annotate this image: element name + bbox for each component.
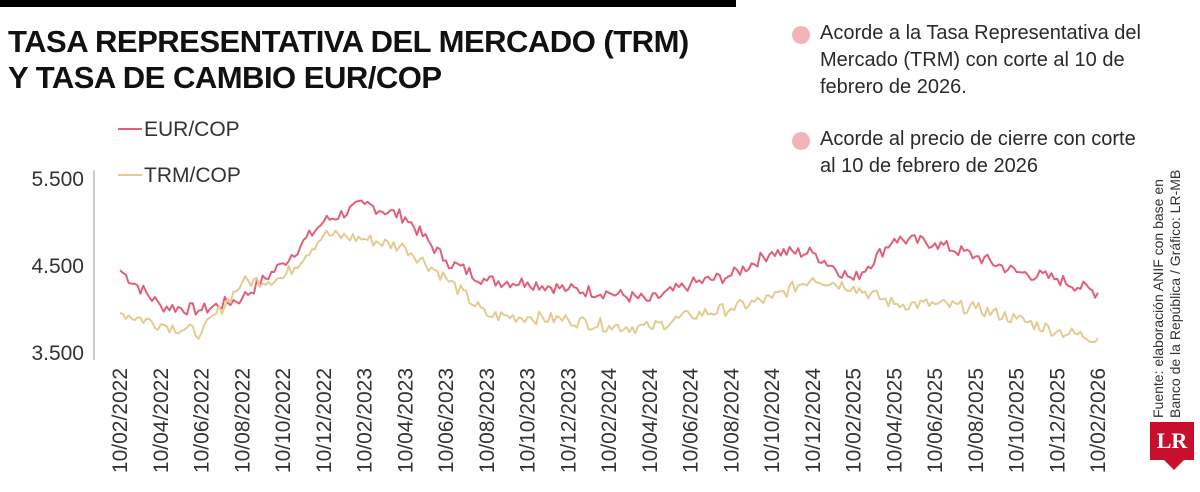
chart-legend: EUR/COP TRM/COP	[118, 118, 241, 187]
note-1-text: Acorde a la Tasa Representativa del Merc…	[820, 22, 1141, 98]
x-tick-label: 10/02/2025	[843, 368, 866, 473]
note-2-text: Acorde al precio de cierre con corte al …	[820, 128, 1136, 177]
chart-title-line-2: Y TASA DE CAMBIO EUR/COP	[8, 60, 442, 95]
x-tick-label: 10/10/2025	[1006, 368, 1029, 473]
series-line-eur-cop	[119, 199, 1099, 316]
chart-title-line-1: TASA REPRESENTATIVA DEL MERCADO (TRM)	[8, 24, 689, 59]
x-tick-label: 10/06/2022	[191, 368, 214, 473]
chart-title: TASA REPRESENTATIVA DEL MERCADO (TRM) Y …	[8, 24, 768, 96]
x-tick-label: 10/08/2025	[965, 368, 988, 473]
note-bullet-icon	[792, 26, 810, 44]
note-1: Acorde a la Tasa Representativa del Merc…	[792, 20, 1152, 101]
x-tick-label: 10/10/2023	[517, 368, 540, 473]
x-tick-label: 10/12/2022	[313, 368, 336, 473]
note-2: Acorde al precio de cierre con corte al …	[792, 126, 1152, 180]
y-tick-label: 3.500	[31, 342, 84, 365]
lr-logo-tail	[1164, 460, 1184, 470]
x-tick-label: 10/10/2022	[272, 368, 295, 473]
top-bar	[0, 0, 736, 7]
x-tick-label: 10/08/2022	[231, 368, 254, 473]
x-tick-label: 10/04/2025	[883, 368, 906, 473]
x-tick-label: 10/04/2023	[394, 368, 417, 473]
x-tick-label: 10/12/2025	[1046, 368, 1069, 473]
legend-label: TRM/COP	[144, 164, 241, 187]
x-tick-label: 10/06/2023	[435, 368, 458, 473]
y-tick-label: 4.500	[31, 255, 84, 278]
x-tick-label: 10/08/2024	[720, 368, 743, 473]
y-tick-label: 5.500	[31, 168, 84, 191]
x-tick-label: 10/12/2024	[802, 368, 825, 473]
x-tick-label: 10/02/2023	[354, 368, 377, 473]
x-tick-label: 10/06/2024	[680, 368, 703, 473]
source-credit: Fuente: elaboración ANIF con base en Ban…	[1150, 169, 1183, 418]
y-axis: 3.500 4.500 5.500	[31, 168, 95, 365]
x-tick-label: 10/06/2025	[924, 368, 947, 473]
x-axis: 10/02/2022 10/04/2022 10/06/2022 10/08/2022…	[109, 368, 1110, 473]
series-line-trm-cop	[119, 229, 1099, 344]
x-tick-label: 10/10/2024	[761, 368, 784, 473]
x-tick-label: 10/12/2023	[557, 368, 580, 473]
legend-label: EUR/COP	[144, 118, 240, 141]
note-bullet-icon	[792, 132, 810, 150]
x-tick-label: 10/08/2023	[476, 368, 499, 473]
lr-logo: LR	[1150, 422, 1194, 460]
x-tick-label: 10/02/2024	[598, 368, 621, 473]
x-tick-label: 10/02/2022	[109, 368, 132, 473]
line-chart: EUR/COP TRM/COP 3.500 4.500 5.500 10/02/202…	[31, 118, 1110, 473]
x-tick-label: 10/04/2022	[150, 368, 173, 473]
x-tick-label: 10/04/2024	[639, 368, 662, 473]
x-tick-label: 10/02/2026	[1087, 368, 1110, 473]
chart-series	[119, 199, 1099, 344]
